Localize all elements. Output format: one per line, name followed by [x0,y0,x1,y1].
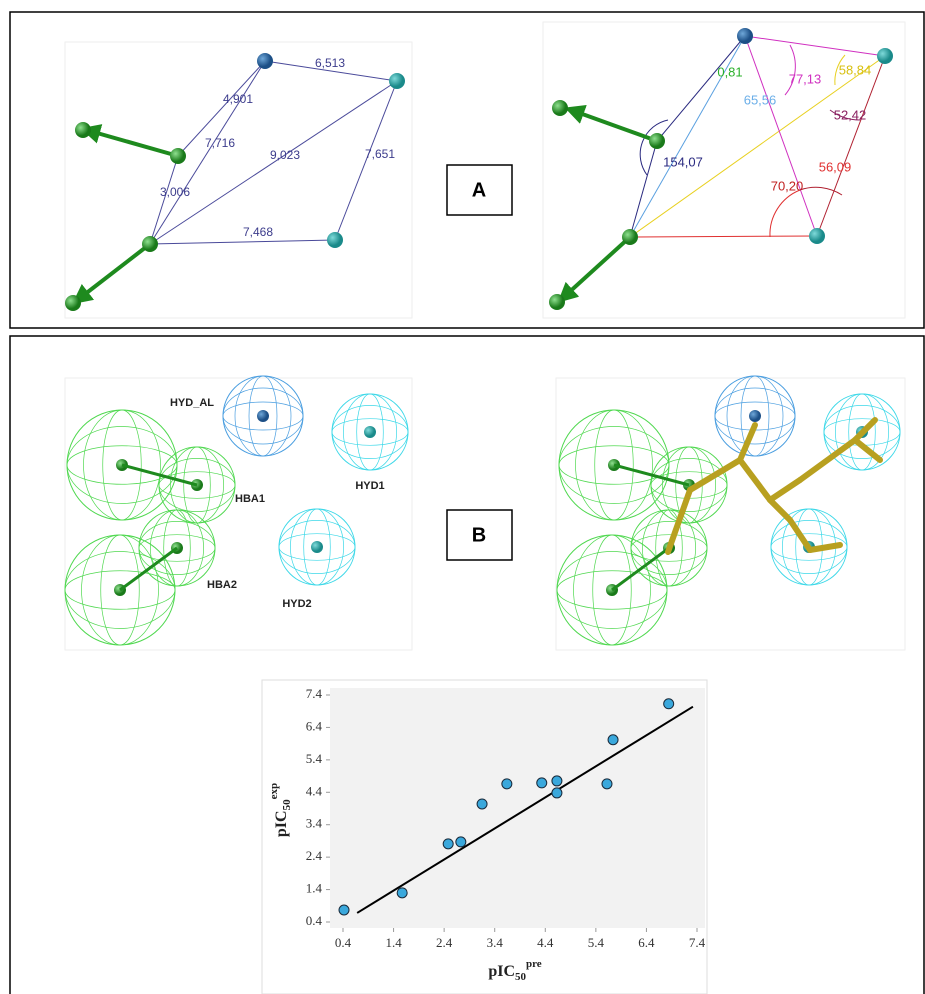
data-point [397,888,407,898]
distance-image [65,42,412,318]
distance-label: 3,006 [160,185,190,199]
angle-label: 65,56 [744,92,777,107]
feature-point [549,294,565,310]
x-tick-label: 0.4 [335,935,352,950]
y-tick-label: 4.4 [306,783,323,798]
y-tick-label: 5.4 [306,751,323,766]
panel-label: B [472,524,486,546]
y-tick-label: 2.4 [306,848,323,863]
data-point [443,839,453,849]
data-point [602,779,612,789]
distance-label: 7,468 [243,225,273,239]
data-point [552,776,562,786]
feature-point [389,73,405,89]
feature-point [364,426,376,438]
feature-label: HYD2 [282,598,311,610]
feature-point [737,28,753,44]
feature-point [257,410,269,422]
feature-label: HYD_AL [170,397,214,409]
feature-point [75,122,91,138]
angle-label: 56,09 [819,159,852,174]
x-tick-label: 5.4 [588,935,605,950]
label-sub: 50 [515,971,527,983]
feature-label: HBA2 [207,579,237,591]
feature-point [622,229,638,245]
feature-point [65,295,81,311]
feature-label: HYD1 [355,480,384,492]
x-tick-label: 2.4 [436,935,453,950]
feature-point [649,133,665,149]
feature-point [877,48,893,64]
y-tick-label: 3.4 [306,816,323,831]
angle-label: 52,42 [834,107,867,122]
data-point [552,788,562,798]
feature-point [809,228,825,244]
feature-label: HBA1 [235,493,265,505]
x-tick-label: 7.4 [689,935,706,950]
feature-point [170,148,186,164]
page: {"panel_a": {"label": "A", "distances": … [0,0,925,994]
data-point [456,837,466,847]
plot-area [330,688,705,928]
feature-point [142,236,158,252]
y-tick-label: 0.4 [306,913,323,928]
label-base: pIC [488,963,515,980]
data-point [664,699,674,709]
label-base: pIC [273,810,290,837]
y-tick-label: 7.4 [306,686,323,701]
distance-label: 9,023 [270,148,300,162]
feature-point [749,410,761,422]
label-sub: 50 [281,799,293,811]
data-point [339,905,349,915]
y-tick-label: 1.4 [306,881,323,896]
feature-point [327,232,343,248]
distance-label: 7,716 [205,136,235,150]
data-point [477,799,487,809]
x-tick-label: 3.4 [487,935,504,950]
angle-label: 0,81 [717,64,742,79]
angle-label: 70,20 [771,178,804,193]
distance-label: 4,901 [223,92,253,106]
distance-label: 7,651 [365,147,395,161]
y-tick-label: 6.4 [306,718,323,733]
feature-point [311,541,323,553]
label-sup: exp [268,783,280,800]
data-point [537,778,547,788]
angle-label: 77,13 [789,71,822,86]
x-tick-label: 1.4 [385,935,402,950]
x-tick-label: 4.4 [537,935,554,950]
label-sup: pre [526,958,542,970]
x-tick-label: 6.4 [638,935,655,950]
angle-label: 154,07 [663,154,703,169]
data-point [502,779,512,789]
panel-label: A [472,179,486,201]
feature-point [552,100,568,116]
data-point [608,735,618,745]
figure: A B 6,513 4,901 7,716 9,023 7,651 3,006 7,468 0… [0,0,925,994]
angle-label: 58,84 [839,62,872,77]
feature-point [257,53,273,69]
distance-label: 6,513 [315,56,345,70]
